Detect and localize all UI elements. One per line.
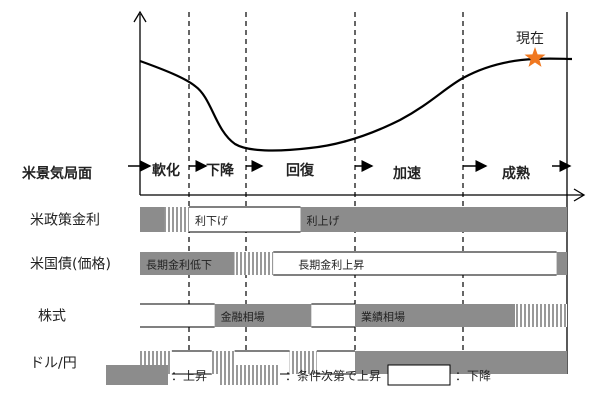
legend-swatch-down	[387, 364, 451, 386]
x-axis-arrowhead	[573, 188, 586, 202]
segment-up	[140, 207, 165, 232]
phase-label: 下降	[206, 162, 235, 179]
asset-row: 米政策金利 利下げ 利上げ	[30, 206, 567, 233]
row-label: ドル/円	[30, 356, 77, 372]
star-icon	[524, 47, 546, 67]
asset-row: 株式 金融相場 業績相場	[38, 303, 567, 328]
segment-conditional	[164, 207, 189, 232]
segment-conditional	[234, 252, 274, 275]
segment-label: 業績相場	[361, 310, 405, 324]
asset-row: 米国債(価格) 長期金利低下 長期金利上昇	[30, 251, 567, 276]
current-label: 現在	[516, 31, 544, 47]
segment-up	[556, 252, 567, 275]
segment-up	[355, 304, 515, 327]
segment-conditional	[289, 351, 317, 374]
segment-up	[214, 304, 312, 327]
segment-down	[140, 304, 215, 327]
segment-up	[300, 207, 567, 232]
legend-swatch-conditional	[220, 365, 280, 385]
row-label: 米国債(価格)	[30, 257, 111, 273]
segment-label: 長期金利低下	[146, 258, 212, 272]
segment-conditional	[515, 304, 567, 327]
business-cycle-curve	[139, 57, 573, 152]
phase-label: 回復	[286, 162, 315, 179]
segment-down	[316, 351, 355, 374]
legend-label: ：下降	[455, 369, 491, 383]
phase-header: 米景気局面	[22, 165, 92, 182]
legend-label: ：条件次第で上昇	[285, 369, 381, 383]
segment-down	[273, 252, 557, 275]
row-label: 米政策金利	[30, 212, 100, 229]
legend-label: ：上昇	[171, 369, 207, 383]
segment-up	[140, 252, 235, 275]
segment-down	[171, 351, 212, 374]
phase-label: 成熟	[502, 165, 530, 182]
segment-label: 利下げ	[195, 215, 228, 228]
row-label: 株式	[38, 309, 66, 325]
segment-down	[189, 207, 301, 232]
segment-label: 金融相場	[221, 310, 265, 324]
phase-label: 軟化	[152, 162, 180, 179]
phase-label: 加速	[392, 165, 421, 182]
segment-down	[311, 304, 355, 327]
legend-swatch-up	[106, 365, 168, 385]
segment-label: 利上げ	[307, 215, 340, 228]
y-axis-arrowhead	[133, 10, 147, 23]
segment-label: 長期金利上昇	[298, 258, 364, 272]
